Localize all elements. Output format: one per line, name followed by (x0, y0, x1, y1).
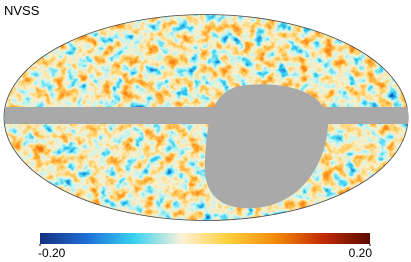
colorbar-tick-label: -0.20 (38, 246, 66, 260)
colorbar-tick-label: 0.20 (349, 246, 373, 260)
map-title: NVSS (4, 3, 40, 18)
galactic-mask (5, 107, 408, 124)
colorbar (40, 233, 370, 244)
declination-mask (204, 84, 329, 209)
colorbar-ticks: -0.20 0.20 (38, 244, 372, 260)
